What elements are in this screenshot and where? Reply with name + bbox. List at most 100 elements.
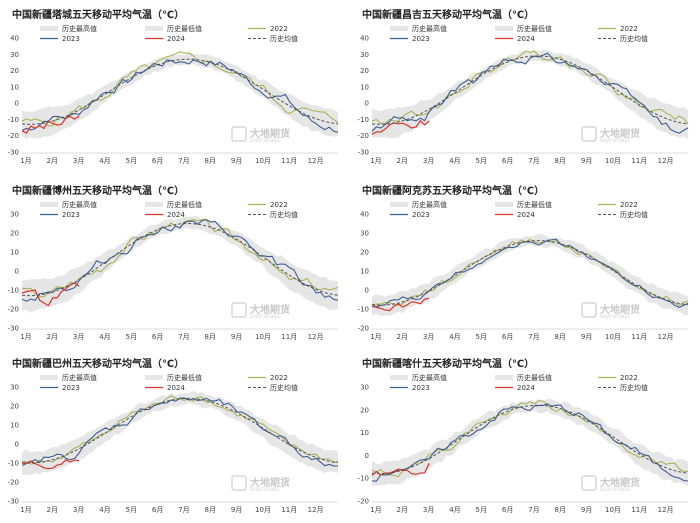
y-tick-label: -10 [358, 475, 369, 483]
legend-hist-low-label: 历史最低值 [517, 200, 552, 209]
legend-hist-low-swatch [145, 202, 163, 207]
series-2023-line [371, 238, 689, 309]
watermark-subtext: DADI FUTURES [250, 487, 280, 492]
x-tick-label: 2月 [397, 157, 408, 165]
x-tick-label: 7月 [178, 506, 189, 514]
watermark-logo-icon [581, 475, 597, 491]
x-tick-label: 10月 [605, 506, 621, 514]
y-tick-label: 30 [360, 230, 369, 238]
y-tick-label: 30 [10, 51, 19, 59]
y-tick-label: 20 [10, 230, 19, 238]
chart-title: 中国新疆巴州五天移动平均气温（℃） [12, 359, 185, 370]
y-tick-label: 0 [365, 452, 369, 460]
legend-hist-high-swatch [390, 375, 408, 380]
x-tick-label: 2月 [397, 506, 408, 514]
watermark-subtext: DADI FUTURES [600, 487, 630, 492]
series-2022-line [371, 400, 689, 478]
x-tick-label: 7月 [528, 333, 539, 341]
x-tick-label: 8月 [555, 333, 566, 341]
x-tick-label: 3月 [423, 333, 434, 341]
x-tick-label: 4月 [99, 157, 110, 165]
watermark-logo-icon [581, 126, 597, 142]
x-tick-label: 5月 [476, 506, 487, 514]
x-tick-label: 10月 [605, 333, 621, 341]
legend-hist-high-label: 历史最高值 [412, 373, 447, 382]
chart-title: 中国新疆阿克苏五天移动平均气温（℃） [362, 186, 545, 197]
historical-range-band [22, 52, 338, 139]
y-tick-label: 30 [10, 211, 19, 219]
historical-range-band [372, 398, 688, 486]
legend-2024-label: 2024 [167, 211, 185, 219]
series-2022-line [371, 238, 689, 307]
x-tick-label: 9月 [231, 333, 242, 341]
watermark-logo-icon [231, 126, 247, 142]
x-tick-label: 3月 [73, 506, 84, 514]
series-2022-line [371, 50, 689, 125]
x-tick-label: 10月 [255, 157, 271, 165]
chart-panel: 中国新疆阿克苏五天移动平均气温（℃） -20 -10 0 10 20 30 40 1月 2月 3月… [350, 176, 700, 350]
chart-panel: 中国新疆喀什五天移动平均气温（℃） -20 -10 0 10 20 30 1月 2月 3月 4月 5… [350, 349, 700, 523]
watermark-logo-icon [581, 302, 597, 318]
watermark-text: 大地期货 [250, 303, 290, 316]
y-tick-label: 40 [360, 35, 369, 43]
x-tick-label: 3月 [73, 333, 84, 341]
y-tick-label: 10 [10, 422, 19, 430]
legend-hist-low-swatch [145, 26, 163, 31]
series-2022-line [21, 395, 339, 465]
y-tick-label: 10 [10, 83, 19, 91]
series-2024-line [21, 282, 80, 307]
x-tick-label: 6月 [152, 506, 163, 514]
y-tick-label: -30 [8, 498, 19, 506]
legend-2022-label: 2022 [620, 25, 638, 33]
chart-panel: 中国新疆塔城五天移动平均气温（℃） -30 -20 -10 0 10 20 30 40 1月 2月… [0, 0, 350, 174]
legend-2024-label: 2024 [517, 35, 535, 43]
series-2024-line [21, 458, 80, 470]
y-tick-label: -20 [358, 325, 369, 333]
y-tick-label: 0 [15, 100, 19, 108]
y-tick-label: 0 [365, 100, 369, 108]
y-tick-label: -10 [8, 460, 19, 468]
legend-hist-high-swatch [40, 375, 58, 380]
watermark-text: 大地期货 [250, 476, 290, 489]
legend-2023-label: 2023 [412, 384, 430, 392]
x-tick-label: 4月 [99, 506, 110, 514]
legend-2023-label: 2023 [62, 384, 80, 392]
watermark-subtext: DADI FUTURES [250, 314, 280, 319]
line-chart: -20 -10 0 10 20 30 1月 2月 3月 4月 5月 6月 7月 8月 9月 10月 11月 12月… [358, 373, 689, 514]
x-tick-label: 1月 [20, 333, 31, 341]
x-tick-label: 8月 [555, 506, 566, 514]
x-tick-label: 5月 [126, 157, 137, 165]
legend-hist-avg-label: 历史均值 [270, 383, 298, 392]
legend: 历史最高值 历史最低值 2022 2023 2024 历史均值 [40, 373, 298, 392]
line-chart: -30 -20 -10 0 10 20 30 40 1月 2月 3月 4月 5月 6月 7月 8月 9月 10月 1… [358, 24, 689, 165]
y-tick-label: 0 [365, 287, 369, 295]
legend-hist-avg-label: 历史均值 [620, 210, 648, 219]
x-tick-label: 6月 [502, 333, 513, 341]
x-tick-label: 3月 [423, 506, 434, 514]
y-tick-label: -10 [8, 287, 19, 295]
x-tick-label: 7月 [528, 506, 539, 514]
x-tick-label: 6月 [502, 157, 513, 165]
x-tick-label: 9月 [581, 333, 592, 341]
legend-hist-low-swatch [495, 375, 513, 380]
chart-title: 中国新疆喀什五天移动平均气温（℃） [362, 359, 535, 370]
x-tick-label: 9月 [231, 157, 242, 165]
line-chart: -20 -10 0 10 20 30 40 1月 2月 3月 4月 5月 6月 7月 8月 9月 10月 11月 1… [358, 200, 689, 341]
x-tick-label: 4月 [449, 506, 460, 514]
series-2022-line [21, 51, 339, 127]
chart-title: 中国新疆昌吉五天移动平均气温（℃） [362, 10, 535, 21]
x-tick-label: 1月 [20, 506, 31, 514]
x-tick-label: 5月 [126, 506, 137, 514]
x-tick-label: 7月 [528, 157, 539, 165]
x-tick-label: 1月 [20, 157, 31, 165]
chart-title: 中国新疆塔城五天移动平均气温（℃） [12, 10, 185, 21]
x-tick-label: 8月 [205, 157, 216, 165]
y-tick-label: 10 [360, 429, 369, 437]
legend-hist-high-swatch [390, 26, 408, 31]
legend-2022-label: 2022 [620, 201, 638, 209]
historical-range-band [22, 216, 338, 313]
watermark-text: 大地期货 [600, 127, 640, 140]
y-tick-label: -20 [358, 498, 369, 506]
chart-title: 中国新疆博州五天移动平均气温（℃） [12, 186, 185, 197]
legend-hist-low-label: 历史最低值 [517, 24, 552, 33]
